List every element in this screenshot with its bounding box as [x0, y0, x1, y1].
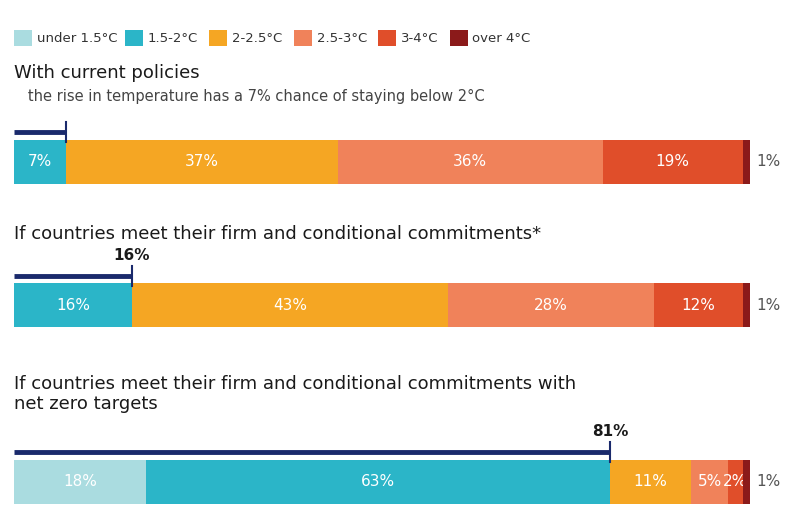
- Text: net zero targets: net zero targets: [14, 395, 158, 413]
- Text: 2.5-3°C: 2.5-3°C: [317, 31, 366, 45]
- Text: 19%: 19%: [656, 155, 690, 170]
- Text: 2%: 2%: [723, 474, 747, 490]
- Text: 63%: 63%: [362, 474, 395, 490]
- FancyBboxPatch shape: [742, 283, 750, 327]
- FancyBboxPatch shape: [14, 460, 146, 504]
- Text: 11%: 11%: [634, 474, 667, 490]
- FancyBboxPatch shape: [66, 140, 338, 184]
- Text: 2-2.5°C: 2-2.5°C: [232, 31, 282, 45]
- Text: 1%: 1%: [756, 297, 780, 313]
- Text: the rise in temperature has a 7% chance of staying below 2°C: the rise in temperature has a 7% chance …: [14, 89, 485, 104]
- Text: over 4°C: over 4°C: [473, 31, 530, 45]
- FancyBboxPatch shape: [654, 283, 742, 327]
- FancyBboxPatch shape: [450, 30, 467, 46]
- Text: 1%: 1%: [756, 155, 780, 170]
- FancyBboxPatch shape: [338, 140, 603, 184]
- FancyBboxPatch shape: [294, 30, 311, 46]
- Text: 43%: 43%: [273, 297, 307, 313]
- FancyBboxPatch shape: [209, 30, 227, 46]
- FancyBboxPatch shape: [742, 460, 750, 504]
- Text: 16%: 16%: [56, 297, 90, 313]
- Text: If countries meet their firm and conditional commitments*: If countries meet their firm and conditi…: [14, 225, 541, 243]
- Text: 37%: 37%: [185, 155, 218, 170]
- Text: 12%: 12%: [682, 297, 715, 313]
- Text: 3-4°C: 3-4°C: [401, 31, 438, 45]
- FancyBboxPatch shape: [448, 283, 654, 327]
- FancyBboxPatch shape: [146, 460, 610, 504]
- Text: 7%: 7%: [28, 155, 52, 170]
- FancyBboxPatch shape: [14, 283, 132, 327]
- FancyBboxPatch shape: [742, 140, 750, 184]
- FancyBboxPatch shape: [728, 460, 742, 504]
- Text: 36%: 36%: [454, 155, 487, 170]
- Text: 18%: 18%: [63, 474, 97, 490]
- FancyBboxPatch shape: [14, 30, 32, 46]
- Text: 1%: 1%: [756, 474, 780, 490]
- Text: 1.5-2°C: 1.5-2°C: [147, 31, 198, 45]
- Text: 81%: 81%: [592, 424, 628, 439]
- Text: 28%: 28%: [534, 297, 568, 313]
- FancyBboxPatch shape: [610, 460, 691, 504]
- Text: under 1.5°C: under 1.5°C: [37, 31, 118, 45]
- Text: With current policies: With current policies: [14, 64, 200, 82]
- FancyBboxPatch shape: [378, 30, 396, 46]
- FancyBboxPatch shape: [132, 283, 448, 327]
- FancyBboxPatch shape: [125, 30, 142, 46]
- Text: If countries meet their firm and conditional commitments with: If countries meet their firm and conditi…: [14, 375, 576, 393]
- FancyBboxPatch shape: [14, 140, 66, 184]
- FancyBboxPatch shape: [603, 140, 742, 184]
- FancyBboxPatch shape: [691, 460, 728, 504]
- Text: 16%: 16%: [114, 248, 150, 263]
- Text: 5%: 5%: [698, 474, 722, 490]
